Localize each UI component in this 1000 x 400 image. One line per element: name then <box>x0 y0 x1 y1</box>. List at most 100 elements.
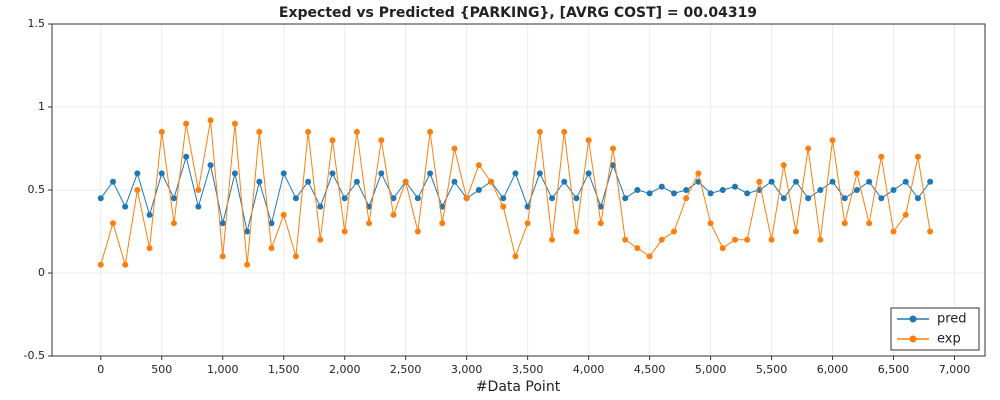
x-tick-label: 4,500 <box>634 363 666 376</box>
data-point <box>378 170 385 177</box>
data-point <box>390 211 397 218</box>
data-point <box>634 245 641 252</box>
data-point <box>817 236 824 243</box>
data-point <box>439 220 446 227</box>
data-point <box>610 162 617 169</box>
data-point <box>610 145 617 152</box>
data-point <box>671 228 677 235</box>
x-tick-label: 6,500 <box>878 363 910 376</box>
y-tick-label: 0.5 <box>28 183 46 196</box>
data-point <box>427 170 434 177</box>
data-point <box>122 261 129 268</box>
data-point <box>329 137 336 144</box>
data-point <box>744 236 751 243</box>
data-point <box>573 228 580 235</box>
data-point <box>524 220 531 227</box>
data-point <box>549 195 556 202</box>
plot-frame <box>51 23 986 357</box>
data-point <box>719 187 726 193</box>
legend: pred exp <box>890 307 980 351</box>
x-tick-label: 1,000 <box>207 363 239 376</box>
x-tick-label: 7,000 <box>939 363 971 376</box>
data-point <box>207 117 214 124</box>
data-point <box>97 195 104 202</box>
data-point <box>219 220 226 227</box>
data-point <box>219 253 226 260</box>
data-point <box>195 203 202 210</box>
data-point <box>402 178 409 185</box>
data-point <box>536 128 543 135</box>
data-point <box>707 190 714 197</box>
data-point <box>853 187 860 193</box>
y-tick-label: 1 <box>38 100 45 113</box>
data-point <box>244 261 251 268</box>
x-tick-label: 3,500 <box>512 363 544 376</box>
data-point <box>658 236 665 243</box>
data-point <box>890 187 897 193</box>
data-point <box>536 170 543 177</box>
data-point <box>768 178 775 185</box>
data-point <box>390 195 397 202</box>
x-tick-label: 5,000 <box>695 363 727 376</box>
data-point <box>683 187 690 193</box>
data-point <box>475 162 482 169</box>
data-point <box>719 245 726 252</box>
x-tick-label: 1,500 <box>268 363 300 376</box>
data-point <box>353 128 360 135</box>
data-point <box>683 195 690 202</box>
data-point <box>341 195 348 202</box>
data-point <box>427 128 434 135</box>
data-point <box>439 203 446 210</box>
data-point <box>914 153 921 160</box>
x-tick-label: 2,500 <box>390 363 422 376</box>
data-point <box>244 228 251 235</box>
data-point <box>658 183 665 190</box>
data-point <box>451 145 458 152</box>
data-point <box>573 195 580 202</box>
data-point <box>914 195 921 202</box>
data-point <box>780 195 787 202</box>
data-point <box>805 195 812 202</box>
data-point <box>134 187 141 193</box>
x-tick-label: 500 <box>151 363 172 376</box>
data-point <box>853 170 860 177</box>
x-tick-label: 3,000 <box>451 363 483 376</box>
data-point <box>585 137 592 144</box>
data-point <box>890 228 897 235</box>
y-tick-label: 0 <box>38 266 45 279</box>
data-point <box>109 178 116 185</box>
data-point <box>731 236 738 243</box>
legend-box <box>890 307 980 351</box>
data-point <box>561 128 568 135</box>
x-axis-label: #Data Point <box>476 379 561 395</box>
data-point <box>366 203 373 210</box>
data-point <box>451 178 458 185</box>
data-point <box>622 195 629 202</box>
legend-label: pred <box>937 312 967 327</box>
data-point <box>305 178 312 185</box>
data-point <box>671 190 677 197</box>
data-point <box>927 228 934 235</box>
data-point <box>231 120 238 127</box>
x-tick-label: 5,500 <box>756 363 788 376</box>
data-point <box>902 211 909 218</box>
data-point <box>878 153 885 160</box>
data-point <box>109 220 116 227</box>
data-point <box>134 170 141 177</box>
data-point <box>170 220 177 227</box>
data-point <box>207 162 214 169</box>
y-tick-label: -0.5 <box>24 349 45 362</box>
series-line <box>100 120 931 265</box>
data-point <box>597 203 604 210</box>
data-point <box>292 253 299 260</box>
data-point <box>695 170 702 177</box>
data-point <box>585 170 592 177</box>
data-point <box>731 183 738 190</box>
data-point <box>414 195 421 202</box>
data-point <box>158 170 165 177</box>
data-point <box>475 187 482 193</box>
data-point <box>97 261 104 268</box>
data-point <box>878 195 885 202</box>
data-point <box>353 178 360 185</box>
